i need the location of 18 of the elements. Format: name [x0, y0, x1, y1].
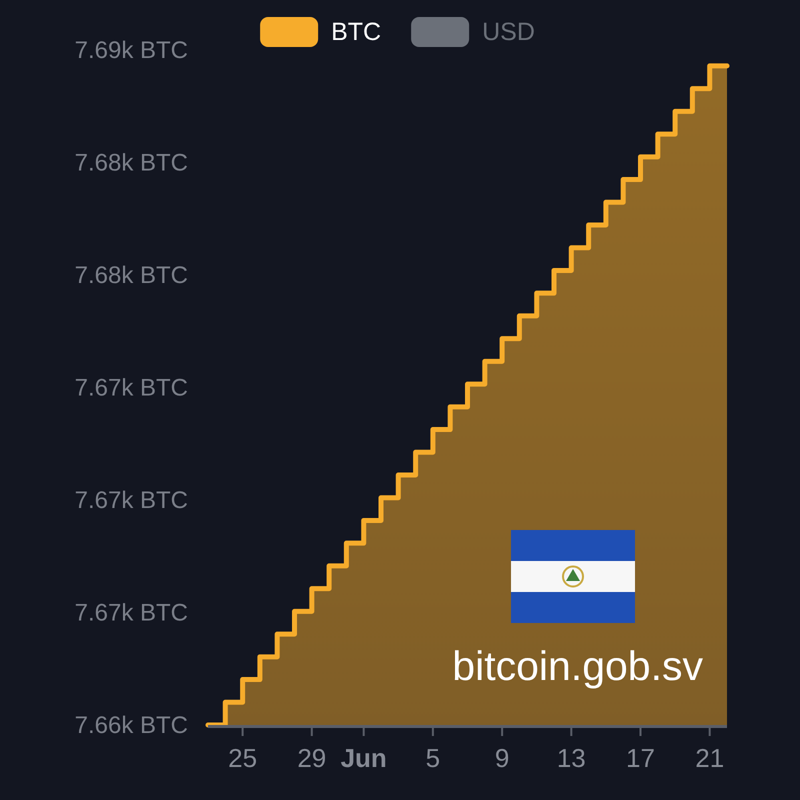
x-tick-label: 9 — [494, 743, 510, 773]
legend-label: BTC — [331, 18, 382, 46]
y-tick-label: 7.69k BTC — [74, 36, 188, 64]
x-tick-label: 21 — [695, 743, 724, 773]
y-tick-label: 7.67k BTC — [74, 374, 188, 401]
x-tick-label: 17 — [626, 743, 655, 773]
y-tick-label: 7.66k BTC — [74, 712, 188, 738]
legend-label: USD — [482, 18, 535, 46]
y-tick-label: 7.68k BTC — [74, 262, 188, 288]
x-tick-label: 25 — [228, 743, 258, 773]
y-tick-label: 7.68k BTC — [74, 149, 188, 176]
x-tick-label: Jun — [340, 743, 387, 773]
annotation: bitcoin.gob.sv — [452, 643, 704, 689]
x-tick-label: 5 — [426, 743, 440, 773]
y-tick-label: 7.67k BTC — [74, 599, 188, 626]
x-tick-label: 29 — [297, 743, 326, 773]
x-tick-label: 13 — [556, 743, 586, 773]
y-tick-label: 7.67k BTC — [74, 486, 188, 514]
